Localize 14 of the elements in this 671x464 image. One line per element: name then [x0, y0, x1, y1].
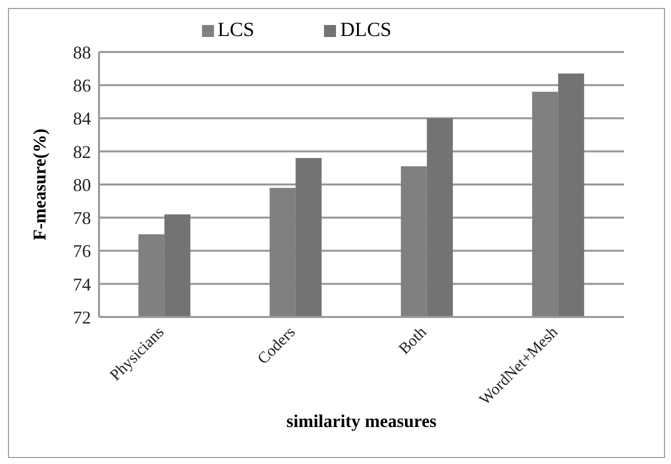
- x-tick-label: Both: [396, 324, 430, 358]
- legend-label: DLCS: [340, 19, 392, 41]
- y-tick-label: 88: [73, 42, 91, 62]
- y-tick-label: 74: [73, 274, 91, 294]
- y-tick-label: 82: [73, 142, 91, 162]
- x-axis-title: similarity measures: [286, 411, 437, 431]
- y-tick-label: 78: [73, 208, 91, 228]
- y-tick-label: 86: [73, 76, 91, 96]
- y-tick-label: 72: [73, 307, 91, 328]
- y-tick-label: 80: [73, 174, 91, 195]
- y-axis-title: F-measure(%): [29, 128, 50, 240]
- y-tick-label: 84: [73, 108, 91, 129]
- legend-label: LCS: [218, 19, 254, 41]
- y-tick-label: 76: [73, 241, 91, 262]
